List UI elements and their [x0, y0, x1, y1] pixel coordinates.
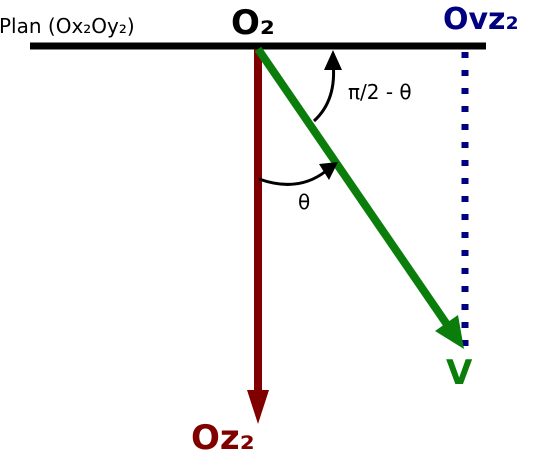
angle-arc-top: [312, 61, 336, 123]
oz-label: Oz₂: [191, 418, 255, 458]
angle-arc-theta: [258, 169, 327, 186]
velocity-arrowhead-icon: [435, 315, 464, 349]
ovz-label: Ovz₂: [443, 2, 519, 37]
angle-theta-label: θ: [298, 190, 310, 214]
arc-theta-arrowhead-icon: [319, 162, 338, 180]
velocity-label: V: [446, 353, 473, 393]
velocity-vector-line: [254, 46, 452, 329]
origin-label: O₂: [231, 3, 275, 43]
arc-top-arrowhead-icon: [324, 50, 342, 70]
oz-arrowhead-icon: [247, 390, 269, 424]
angle-top-label: π/2 - θ: [348, 80, 412, 104]
plane-label: Plan (Ox₂Oy₂): [0, 14, 135, 38]
